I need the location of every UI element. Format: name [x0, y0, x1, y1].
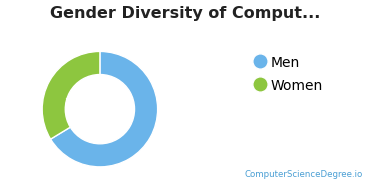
Wedge shape: [42, 51, 100, 139]
Text: 66.3%: 66.3%: [99, 113, 126, 122]
Text: ComputerScienceDegree.io: ComputerScienceDegree.io: [244, 170, 363, 179]
Text: Gender Diversity of Comput...: Gender Diversity of Comput...: [50, 6, 320, 21]
Legend: Men, Women: Men, Women: [254, 55, 323, 93]
Text: 33.7%: 33.7%: [65, 98, 91, 107]
Wedge shape: [51, 51, 158, 167]
